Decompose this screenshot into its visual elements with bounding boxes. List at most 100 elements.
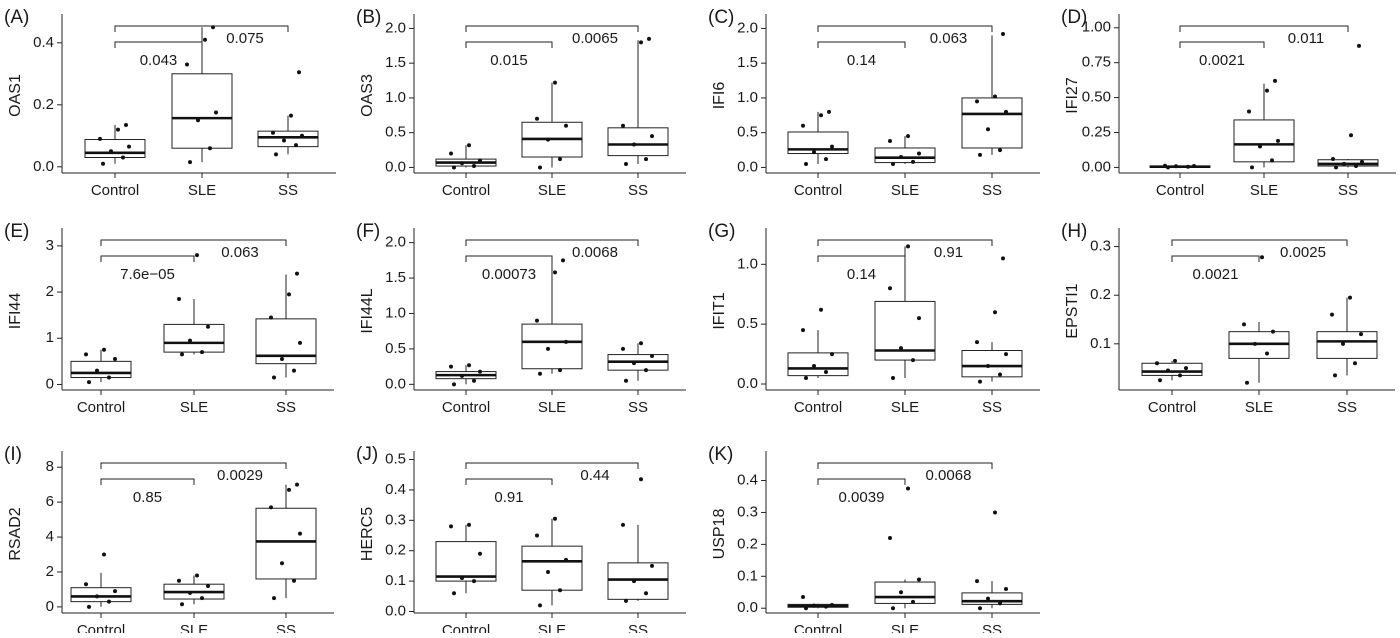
data-point <box>449 151 453 156</box>
data-point <box>196 118 200 123</box>
data-point <box>558 588 562 593</box>
y-tick-label: 1.0 <box>737 89 758 106</box>
p-value-label: 0.011 <box>1288 30 1324 47</box>
panel-j: (J) HERC5 0.0 0.1 0.2 0.3 0.4 0.5 Control SLE SS 0.… <box>356 444 686 638</box>
p-value-label: 0.063 <box>221 244 259 261</box>
data-point <box>644 157 648 162</box>
y-tick-label: 2.0 <box>385 19 406 36</box>
data-point <box>888 139 892 144</box>
data-point <box>1004 587 1008 592</box>
p-value-label: 0.063 <box>930 30 968 47</box>
data-point <box>978 379 982 384</box>
panel-b: (B) OAS3 0.0 0.5 1.0 1.5 2.0 Control SLE SS 0.015 0… <box>356 7 686 199</box>
data-point <box>124 122 128 127</box>
y-axis-label: OAS1 <box>7 74 24 117</box>
y-tick-label: 1.0 <box>385 304 406 321</box>
y-tick-label: 0.0 <box>737 599 758 616</box>
data-point <box>269 505 273 510</box>
data-point <box>116 127 120 132</box>
data-point <box>558 157 562 162</box>
box <box>787 352 849 377</box>
data-point <box>819 307 823 312</box>
data-point <box>177 296 181 301</box>
data-point <box>917 316 921 321</box>
box <box>70 360 132 379</box>
y-tick-label: 0.5 <box>737 124 758 141</box>
data-point <box>804 606 808 611</box>
x-tick-label: SS <box>276 399 296 416</box>
data-point <box>180 602 184 607</box>
data-point <box>200 350 204 355</box>
data-point <box>1353 361 1357 366</box>
data-point <box>535 116 539 121</box>
box <box>1316 331 1378 359</box>
comparison-bracket <box>465 41 553 48</box>
data-point <box>621 346 625 351</box>
data-point <box>998 372 1002 377</box>
y-tick-label: 0.1 <box>737 567 758 584</box>
y-tick-label: 1.00 <box>1082 19 1111 36</box>
data-point <box>564 557 568 562</box>
data-point <box>274 152 278 157</box>
p-value-label: 0.075 <box>226 30 264 47</box>
box <box>163 323 225 353</box>
data-point <box>95 368 99 373</box>
data-point <box>1331 157 1335 162</box>
data-point <box>647 36 651 41</box>
y-tick-label: 3 <box>46 237 54 254</box>
data-point <box>84 582 88 587</box>
data-point <box>564 123 568 128</box>
data-point <box>650 134 654 139</box>
data-point <box>621 123 625 128</box>
data-point <box>452 591 456 596</box>
y-tick-label: 0.3 <box>737 503 758 520</box>
p-value-label: 0.0021 <box>1199 52 1245 69</box>
data-point <box>644 368 648 373</box>
data-point <box>109 149 113 154</box>
data-point <box>546 569 550 574</box>
data-point <box>632 361 636 366</box>
data-point <box>993 510 997 515</box>
box <box>1233 119 1295 163</box>
data-point <box>624 161 628 166</box>
y-tick-label: 0.2 <box>737 535 758 552</box>
y-tick-label: 0.4 <box>33 34 54 51</box>
data-point <box>282 138 286 143</box>
p-value-label: 0.0021 <box>1193 266 1239 283</box>
comparison-bracket <box>100 239 287 246</box>
data-point <box>195 253 199 258</box>
data-point <box>993 310 997 315</box>
y-tick-label: 0.0 <box>385 375 406 392</box>
data-point <box>460 161 464 166</box>
y-axis-label: IFI44L <box>359 288 376 333</box>
box <box>961 592 1023 605</box>
box <box>521 545 583 591</box>
data-point <box>906 486 910 491</box>
panel-label: (D) <box>1061 7 1087 28</box>
x-tick-label: SS <box>628 622 648 633</box>
y-tick-label: 0.5 <box>385 451 406 468</box>
y-tick-label: 0 <box>46 598 54 615</box>
y-tick-label: 0.5 <box>385 124 406 141</box>
panel-g: (G) IFIT1 0.0 0.5 1.0 Control SLE SS 0.14 0.91 <box>708 221 1040 416</box>
y-axis-label: EPSTI1 <box>1064 283 1081 338</box>
data-point <box>899 590 903 595</box>
data-point <box>538 603 542 608</box>
data-point <box>295 271 299 276</box>
y-tick-label: 0.0 <box>385 158 406 175</box>
data-point <box>295 482 299 487</box>
panel-label: (F) <box>356 221 380 242</box>
y-tick-label: 2.0 <box>737 19 758 36</box>
panel-label: (C) <box>708 7 734 28</box>
x-tick-label: SLE <box>188 182 216 199</box>
x-tick-label: SLE <box>1250 182 1278 199</box>
comparison-bracket <box>465 462 639 469</box>
data-point <box>986 596 990 601</box>
data-point <box>830 352 834 357</box>
data-point <box>272 596 276 601</box>
data-point <box>824 604 828 609</box>
x-tick-label: Control <box>442 182 490 199</box>
data-point <box>978 152 982 157</box>
y-tick-label: 2 <box>46 283 54 300</box>
